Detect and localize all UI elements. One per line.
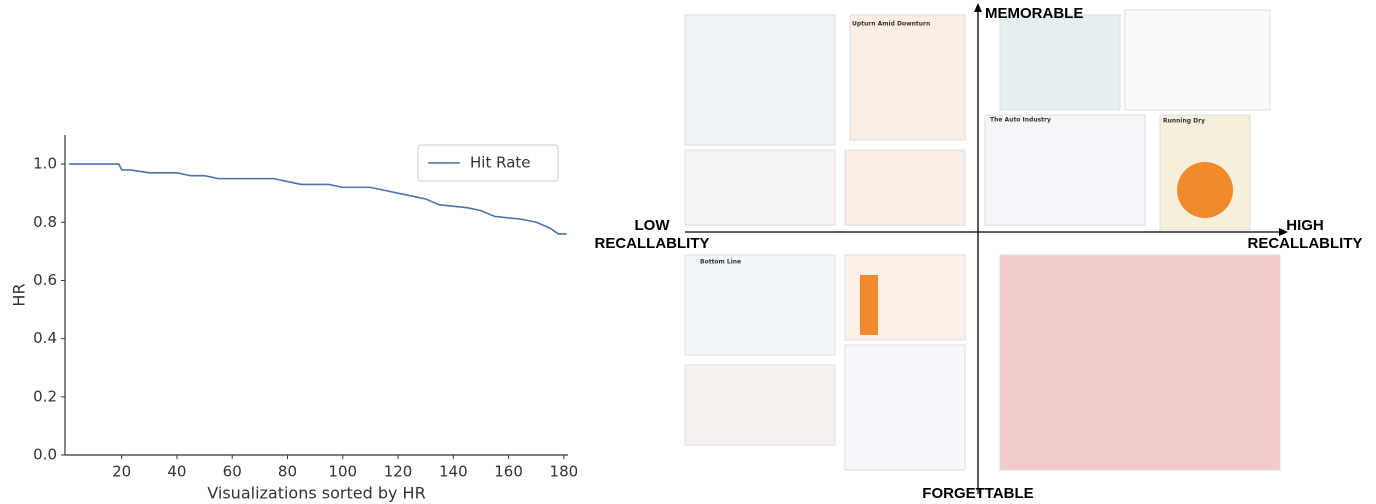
thumbnail	[844, 149, 966, 226]
y-tick-label: 0.6	[33, 271, 57, 289]
thumbnails	[684, 9, 1281, 471]
thumbnail	[684, 364, 836, 446]
highlight-region	[999, 254, 1281, 471]
x-tick-label: 100	[328, 463, 357, 481]
quadrant-label: MEMORABLE	[985, 5, 1083, 22]
thumbnail	[1124, 9, 1271, 111]
y-tick-label: 1.0	[33, 155, 57, 173]
thumbnail	[684, 149, 836, 226]
x-tick-label: 80	[278, 463, 297, 481]
line	[69, 163, 567, 235]
arrowhead	[1279, 228, 1288, 236]
x-tick-label: 140	[439, 463, 468, 481]
legend: Hit Rate	[417, 144, 559, 182]
quadrant-axes	[685, 3, 1288, 494]
thumbnail-title: Upturn Amid Downturn	[852, 21, 930, 28]
thumbnail	[684, 254, 836, 356]
legend-label: Hit Rate	[470, 154, 531, 172]
thumbnail	[999, 14, 1121, 111]
quadrant-label: LOW RECALLABLITY	[595, 217, 710, 252]
arrowhead	[974, 3, 982, 12]
x-tick-label: 120	[384, 463, 413, 481]
thumbnail-title: The Auto Industry	[990, 117, 1051, 124]
x-tick-label: 60	[223, 463, 242, 481]
quadrant-label: HIGH RECALLABLITY	[1248, 217, 1363, 252]
thumbnail	[844, 344, 966, 471]
thumbnail	[684, 14, 836, 146]
legend-box	[417, 144, 559, 182]
thumbnail-pie	[1177, 162, 1233, 218]
thumbnail	[849, 14, 966, 141]
y-tick-label: 0.0	[33, 446, 57, 464]
quadrant-label: FORGETTABLE	[922, 485, 1033, 502]
x-tick-label: 160	[494, 463, 523, 481]
y-axis-label: HR	[10, 283, 29, 306]
y-tick-label: 0.2	[33, 387, 57, 405]
y-tick-label: 0.8	[33, 213, 57, 231]
x-tick-label: 20	[112, 463, 131, 481]
thumbnail-bar	[860, 275, 878, 335]
x-tick-label: 40	[167, 463, 186, 481]
y-tick-label: 0.4	[33, 329, 57, 347]
thumbnail-title: Running Dry	[1163, 118, 1205, 125]
x-axis-label: Visualizations sorted by HR	[207, 484, 425, 503]
x-tick-label: 180	[550, 463, 579, 481]
thumbnail-title: Bottom Line	[700, 259, 741, 266]
thumbnail	[984, 114, 1146, 226]
